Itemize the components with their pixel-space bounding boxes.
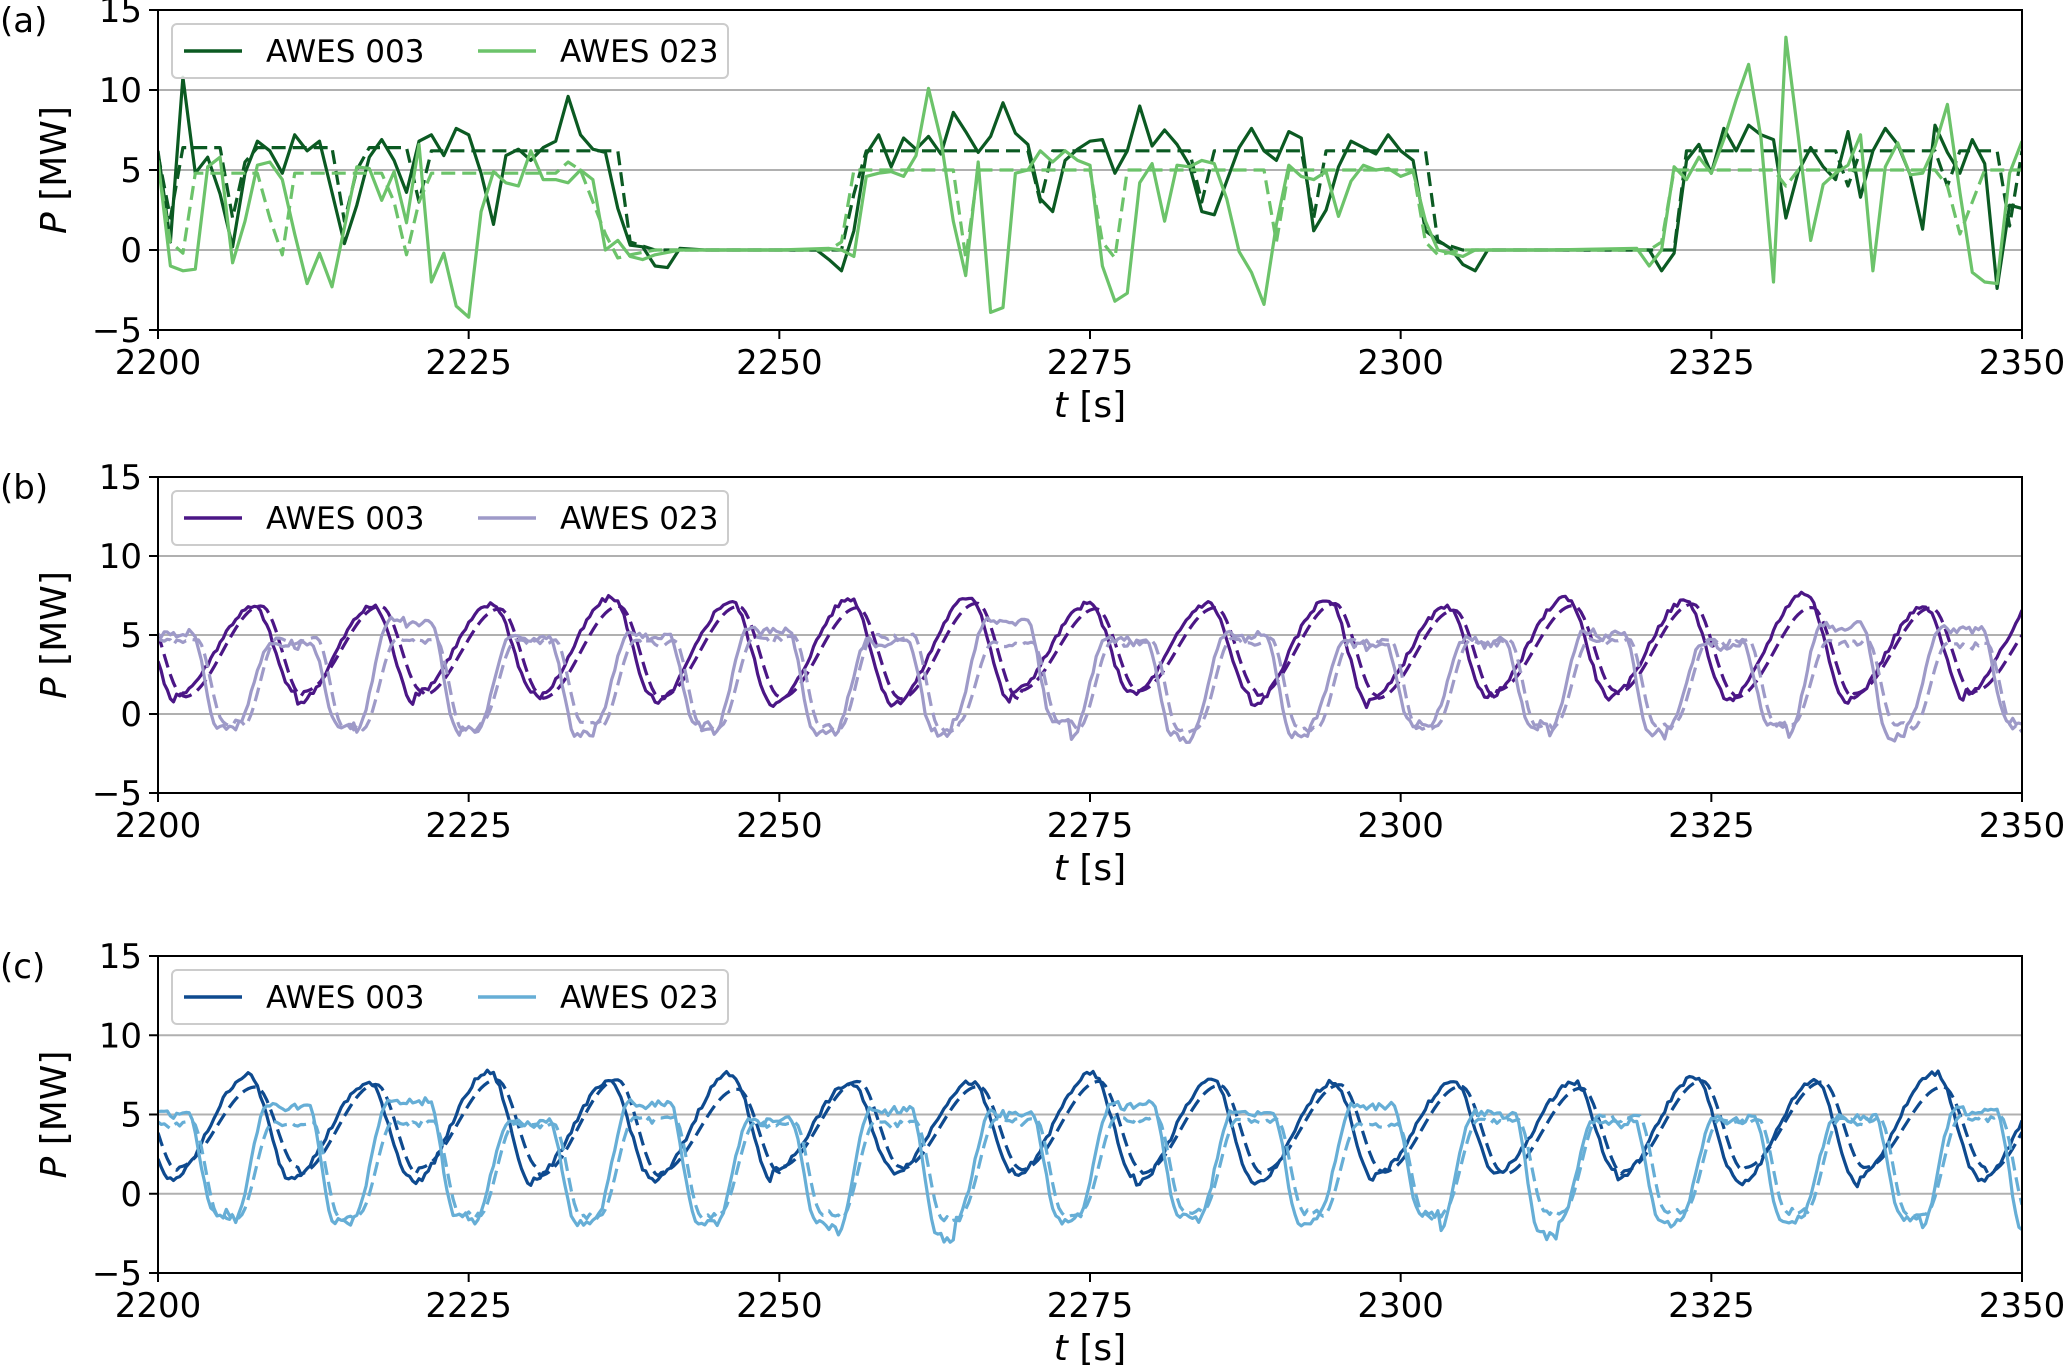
legend: AWES 003 AWES 023 (171, 969, 729, 1025)
x-tick-label: 2275 (1047, 343, 1134, 383)
legend-label: AWES 023 (560, 34, 718, 70)
y-tick-label: −5 (92, 311, 142, 351)
series-line (158, 590, 2022, 710)
x-tick-label: 2225 (425, 1286, 512, 1326)
y-axis-label: P [MW] (34, 106, 75, 234)
x-tick-label: 2250 (736, 343, 823, 383)
x-tick-label: 2325 (1668, 343, 1755, 383)
x-tick-label: 2225 (425, 806, 512, 846)
y-tick-label: −5 (92, 1254, 142, 1294)
legend-label: AWES 003 (266, 34, 424, 70)
y-tick-label: −5 (92, 774, 142, 814)
x-tick-label: 2300 (1357, 343, 1444, 383)
panel-tag: (c) (0, 947, 45, 987)
x-tick-label: 2200 (115, 343, 202, 383)
series-line (158, 75, 2022, 290)
x-tick-label: 2250 (736, 806, 823, 846)
panel-tag: (b) (0, 468, 48, 508)
dashed-series-line (158, 1078, 2022, 1178)
x-tick-label: 2225 (425, 343, 512, 383)
x-tick-label: 2350 (1979, 806, 2066, 846)
y-tick-label: 15 (99, 937, 142, 977)
x-tick-label: 2275 (1047, 1286, 1134, 1326)
y-tick-label: 0 (120, 1175, 142, 1215)
series-line (158, 1096, 2022, 1244)
series-line (158, 615, 2022, 744)
x-tick-label: 2350 (1979, 343, 2066, 383)
y-axis-label: P [MW] (34, 1051, 75, 1179)
y-tick-label: 5 (120, 616, 142, 656)
x-tick-label: 2300 (1357, 1286, 1444, 1326)
y-tick-label: 10 (99, 71, 142, 111)
legend-label: AWES 003 (266, 980, 424, 1016)
panel-c: 2200 2225 2250 2275 2300 2325 2350 −5 0 5 10 15 t [s… (0, 937, 2065, 1369)
x-tick-label: 2200 (115, 806, 202, 846)
y-tick-label: 10 (99, 537, 142, 577)
y-tick-label: 5 (120, 1096, 142, 1136)
dashed-series-line (158, 146, 2022, 252)
panel-b: 2200 2225 2250 2275 2300 2325 2350 −5 0 5 10 15 t [s… (0, 458, 2065, 889)
y-tick-label: 0 (120, 695, 142, 735)
x-tick-label: 2275 (1047, 806, 1134, 846)
panel-tag: (a) (0, 1, 47, 41)
x-axis-label: t [s] (1054, 1328, 1126, 1369)
dashed-series-line (158, 160, 2022, 260)
x-axis-label: t [s] (1054, 848, 1126, 889)
legend: AWES 003 AWES 023 (171, 23, 729, 79)
y-tick-label: 15 (99, 458, 142, 498)
x-tick-label: 2325 (1668, 806, 1755, 846)
y-axis-label: P [MW] (34, 571, 75, 699)
x-axis-label: t [s] (1054, 385, 1126, 426)
y-tick-label: 15 (99, 0, 142, 31)
x-tick-label: 2200 (115, 1286, 202, 1326)
legend-label: AWES 023 (560, 501, 718, 537)
x-tick-label: 2350 (1979, 1286, 2066, 1326)
x-tick-label: 2250 (736, 1286, 823, 1326)
legend: AWES 003 AWES 023 (171, 490, 729, 546)
series-line (158, 1068, 2022, 1189)
y-tick-label: 10 (99, 1016, 142, 1056)
y-tick-label: 5 (120, 151, 142, 191)
dashed-series-line (158, 632, 2022, 735)
legend-label: AWES 003 (266, 501, 424, 537)
dashed-series-line (158, 1113, 2022, 1223)
x-tick-label: 2300 (1357, 806, 1444, 846)
legend-label: AWES 023 (560, 980, 718, 1016)
panel-a: 2200 2225 2250 2275 2300 2325 2350 −5 0 5 10 15 t [s… (0, 0, 2065, 426)
x-tick-label: 2325 (1668, 1286, 1755, 1326)
y-tick-label: 0 (120, 231, 142, 271)
